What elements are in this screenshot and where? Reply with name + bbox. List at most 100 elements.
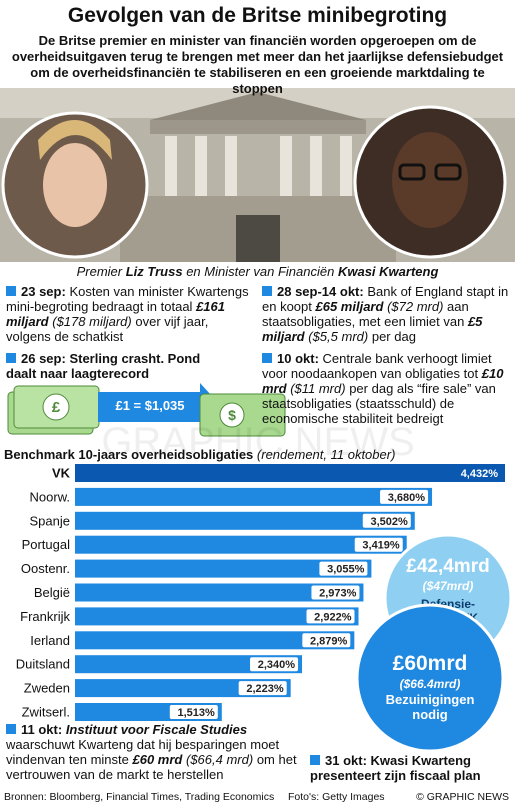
value-label: 2,223% [246,683,284,695]
event-text: over vijf jaar, volgens de schatkist [6,314,209,344]
caption-text: Premier [76,264,123,279]
svg-text:$: $ [228,407,236,423]
value-label-box [311,585,360,600]
value-label: 2,922% [314,611,352,623]
exchange-rate: £1 = $1,035 [115,398,185,413]
event-text: £10 mrd [262,366,504,396]
event-text: ($178 miljard) [52,314,132,329]
category-label: Duitsland [16,657,70,672]
event-date: 31 okt: [325,753,367,768]
category-label: Spanje [30,513,70,528]
event: 26 sep: Sterling crasht. Pond daalt naar… [6,351,206,381]
value-label-box [362,513,411,528]
bar [75,487,433,506]
value-label-box [319,561,368,576]
chart-subtitle: (rendement, 11 oktober) [256,447,396,462]
event-text: Kosten van minister Kwartengs mini-begro… [6,284,249,314]
bar [75,464,505,482]
event: 11 okt: Instituut voor Fiscale Studies w… [6,722,306,782]
callout-amount: £60mrd [393,652,468,675]
event-text: £5 miljard [262,314,483,344]
value-label: 2,879% [310,635,348,647]
event-text: aan staatsobligaties, met een limiet van [262,299,469,329]
event: 10 okt: Centrale bank verhoogt limiet vo… [262,351,510,426]
watermark: GRAPHIC NEWS [101,420,414,464]
callout-amount: £42,4mrd [406,556,489,577]
event-text: om het vertrouwen van de markt te herste… [6,752,297,782]
bar [75,679,291,698]
bar [75,655,303,674]
value-label-box [302,633,351,648]
caption: Premier Liz Truss en Minister van Financ… [0,264,515,279]
event-text: ($5,5 mrd) [308,329,369,344]
event-text: Kwasi Kwarteng presenteert zijn fiscaal … [310,753,481,783]
event-date: 11 okt: [21,722,63,737]
photo-credit: Foto's: Getty Images [288,791,385,803]
event-text: Bank of England stapt in en koopt [262,284,509,314]
caption-text: en Minister van Financiën [186,264,335,279]
callout-label: Bezuinigingen nodig [386,692,475,722]
event-date: 26 sep: [21,351,66,366]
event-text: ($72 mrd) [387,299,444,314]
value-label-box [250,657,299,672]
bar [75,607,359,626]
title: Gevolgen van de Britse minibegroting [67,4,448,27]
event-text: £161 miljard [6,299,225,329]
bar [75,631,355,650]
event-text: per dag [371,329,416,344]
category-label: Noorw. [30,489,70,504]
event: 28 sep-14 okt: Bank of England stapt in … [262,284,510,344]
value-label: 3,680% [388,492,426,504]
category-label: België [34,585,70,600]
value-label: 3,055% [327,564,365,576]
value-label-box [380,489,429,504]
chart-title: Benchmark 10-jaars overheidsobligaties [4,447,254,462]
event-text: £65 miljard [315,299,384,314]
event-text: Sterling crasht. Pond daalt naar laagter… [6,351,201,381]
subtitle: De Britse premier en minister van financ… [11,33,504,96]
sources: Bronnen: Bloomberg, Financial Times, Tra… [4,791,275,803]
value-label-box [354,537,403,552]
event-date: 23 sep: [21,284,66,299]
event-date: 28 sep-14 okt: [277,284,364,299]
category-label: VK [52,466,71,481]
category-label: Oostenr. [21,561,70,576]
callout-usd: ($66.4mrd) [400,677,461,691]
photo [0,88,515,262]
value-label: 2,973% [319,588,357,600]
category-label: Zwitserl. [22,705,70,720]
category-label: Portugal [22,537,71,552]
bar [75,559,372,578]
category-label: Frankrijk [20,609,70,624]
value-label: 3,419% [362,540,400,552]
svg-text:£: £ [52,399,61,416]
event-text: £60 mrd [132,752,183,767]
value-label: 1,513% [177,707,215,719]
event-text: ($11 mrd) [290,381,346,396]
event-text: Centrale bank verhoogt limiet voor nooda… [262,351,492,381]
value-label-box [238,681,287,696]
banknotes: £ $ [7,383,286,437]
value-label: 4,432% [461,468,499,480]
event-text: waarschuwt Kwarteng dat hij besparingen … [6,737,280,767]
event: 23 sep: Kosten van minister Kwartengs mi… [6,284,256,344]
value-label: 3,502% [370,516,408,528]
chart-heading: Benchmark 10-jaars overheidsobligaties (… [4,447,395,462]
bar [75,535,407,554]
event: 31 okt: Kwasi Kwarteng presenteert zijn … [310,753,510,783]
caption-name: Kwasi Kwarteng [337,264,439,279]
value-label: 2,340% [258,659,296,671]
event-text: per dag als “fire sale” van staatsobliga… [262,381,496,426]
category-label: Ierland [30,633,70,648]
caption-name: Liz Truss [125,264,183,279]
category-label: Zweden [24,681,70,696]
callout-circle [355,603,505,753]
bar [75,511,415,530]
callout-usd: ($47mrd) [423,579,474,593]
bar [75,583,364,602]
event-date: 10 okt: [277,351,319,366]
event-text: Instituut voor Fiscale Studies [65,722,248,737]
credit: © GRAPHIC NEWS [416,791,509,803]
